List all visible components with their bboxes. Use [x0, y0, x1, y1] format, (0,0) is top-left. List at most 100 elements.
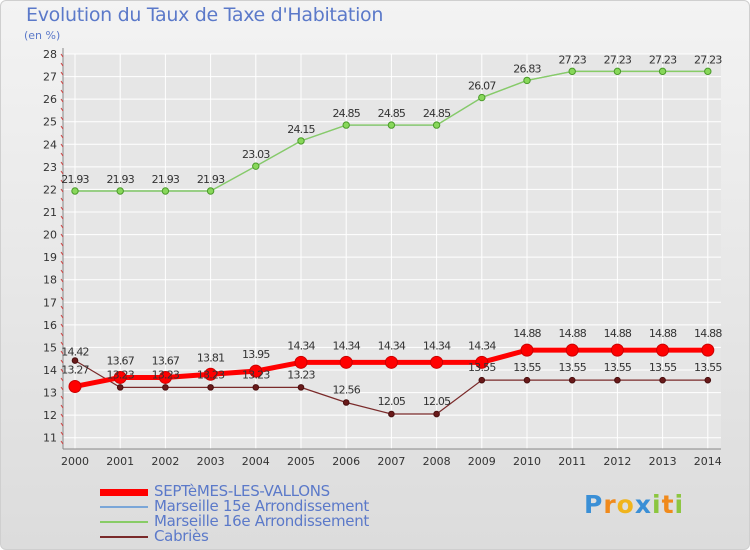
axis-dash [60, 377, 64, 382]
series-point-0 [610, 343, 624, 357]
y-tick-label: 17 [43, 296, 57, 309]
axis-dash [60, 269, 64, 274]
data-label-2: 24.15 [287, 123, 315, 136]
series-point-3 [388, 410, 395, 418]
series-point-2 [568, 67, 576, 76]
legend-swatch-cabries [100, 536, 148, 538]
data-label-0: 14.88 [694, 327, 722, 340]
data-label-2: 21.93 [61, 173, 89, 186]
y-tick-label: 19 [43, 251, 57, 264]
series-point-3 [523, 376, 531, 384]
data-label-0: 14.34 [378, 339, 406, 352]
y-tick-label: 16 [43, 319, 57, 332]
axis-dash [60, 395, 64, 400]
y-tick-label: 22 [43, 183, 57, 196]
y-tick-label: 13 [43, 387, 57, 400]
axis-dash [60, 116, 64, 121]
axis-dash [60, 251, 64, 256]
series-point-0 [430, 355, 444, 369]
axis-dash [60, 107, 64, 112]
axis-dash [60, 332, 64, 337]
series-point-0 [158, 370, 172, 384]
series-point-2 [478, 93, 486, 102]
data-label-2: 27.23 [604, 53, 632, 66]
legend-label: Marseille 15e Arrondissement [154, 497, 369, 515]
data-label-3: 12.56 [332, 384, 360, 397]
y-tick-label: 27 [43, 71, 57, 84]
series-point-3 [252, 384, 260, 391]
chart-unit: (en %) [24, 29, 61, 42]
data-label-0: 13.27 [61, 363, 89, 376]
series-point-3 [71, 357, 79, 364]
data-label-3: 12.05 [378, 395, 406, 408]
x-tick-label: 2012 [603, 455, 631, 468]
y-tick-label: 26 [43, 93, 57, 106]
series-point-2 [297, 137, 305, 145]
axis-dash [60, 215, 64, 220]
data-label-3: 13.23 [152, 368, 180, 381]
axis-dash [60, 143, 64, 148]
x-tick-label: 2014 [694, 455, 722, 468]
series-point-2 [613, 67, 622, 76]
y-tick-label: 25 [43, 116, 57, 129]
data-label-3: 12.05 [423, 395, 451, 408]
y-tick-label: 14 [43, 364, 57, 377]
axis-dash [60, 62, 64, 67]
data-label-3: 13.55 [468, 361, 496, 374]
axis-dash [60, 53, 64, 58]
axis-dash [60, 170, 64, 175]
data-label-0: 13.95 [242, 348, 270, 361]
series-point-3 [704, 376, 712, 384]
data-label-2: 21.93 [152, 173, 180, 186]
series-point-0 [204, 367, 218, 381]
logo-letter: o [616, 490, 635, 519]
y-tick-label: 11 [43, 432, 57, 445]
data-label-2: 24.85 [332, 107, 360, 120]
series-point-3 [207, 384, 214, 391]
legend-swatch-septemes [100, 488, 148, 496]
chart-title: Evolution du Taux de Taxe d'Habitation [26, 4, 384, 26]
y-tick-label: 12 [43, 409, 57, 422]
data-label-0: 14.34 [332, 339, 360, 352]
axis-dash [60, 413, 64, 418]
data-label-0: 14.34 [423, 339, 451, 352]
data-label-2: 27.23 [694, 53, 722, 66]
series-point-2 [161, 187, 170, 195]
series-point-0 [384, 355, 398, 369]
series-point-3 [659, 376, 666, 384]
legend-label: Marseille 16e Arrondissement [154, 512, 369, 530]
series-point-3 [433, 410, 440, 418]
axis-dash [60, 314, 64, 319]
y-tick-label: 23 [43, 161, 57, 174]
y-tick-label: 21 [43, 206, 57, 219]
axis-dash [60, 134, 64, 139]
x-tick-label: 2002 [151, 455, 179, 468]
logo-letter: i [652, 490, 662, 519]
legend-swatch-marseille-15e [100, 506, 148, 508]
y-tick-label: 20 [43, 229, 57, 242]
series-point-0 [520, 343, 534, 357]
series-point-2 [523, 76, 531, 85]
axis-dash [60, 224, 64, 229]
axis-dash [60, 350, 64, 355]
legend-label: Cabriès [154, 527, 209, 545]
series-point-3 [568, 376, 576, 384]
x-tick-label: 2001 [106, 455, 134, 468]
y-tick-label: 28 [43, 48, 57, 61]
data-label-0: 13.67 [106, 354, 134, 367]
axis-dash [60, 431, 64, 436]
axis-dash [60, 260, 64, 265]
axis-dash [60, 233, 64, 238]
series-point-0 [656, 343, 670, 357]
series-point-2 [252, 162, 260, 170]
axis-dash [60, 98, 64, 103]
proxiti-logo: Proxiti [584, 490, 684, 519]
series-point-0 [565, 343, 579, 357]
axis-dash [60, 89, 64, 94]
x-tick-label: 2010 [513, 455, 541, 468]
series-point-3 [342, 399, 350, 406]
legend-label: SEPTèMES-LES-VALLONS [154, 482, 330, 500]
axis-dash [60, 368, 64, 373]
x-tick-label: 2000 [61, 455, 89, 468]
